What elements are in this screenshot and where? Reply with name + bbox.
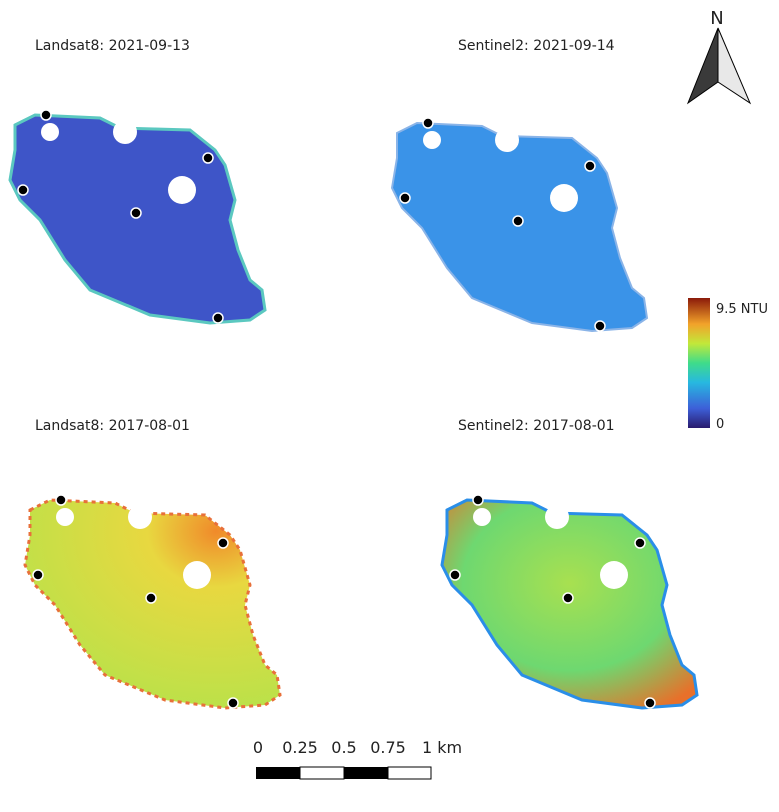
legend-label: 0 [716, 417, 724, 432]
scale-label: 0.75 [370, 738, 406, 757]
panel-title: Sentinel2: 2017-08-01 [458, 418, 615, 434]
north-arrow: N [688, 8, 750, 103]
panel-title: Sentinel2: 2021-09-14 [458, 38, 615, 54]
colorbar [688, 298, 710, 428]
scale-label: 1 km [422, 738, 462, 757]
panel-title: Landsat8: 2017-08-01 [35, 418, 190, 434]
lake-map [392, 118, 647, 331]
legend-label: 9.5 NTU [716, 302, 768, 317]
map-figure: Landsat8: 2021-09-13 Sentinel2: 2021-09-… [0, 0, 779, 812]
north-label: N [710, 8, 723, 29]
lake-map [10, 110, 265, 323]
scale-bar [256, 767, 431, 779]
lake-map [442, 495, 697, 708]
scale-label: 0 [253, 738, 263, 757]
lake-map [25, 495, 280, 708]
scale-label: 0.5 [331, 738, 356, 757]
panel-title: Landsat8: 2021-09-13 [35, 38, 190, 54]
scale-label: 0.25 [282, 738, 318, 757]
